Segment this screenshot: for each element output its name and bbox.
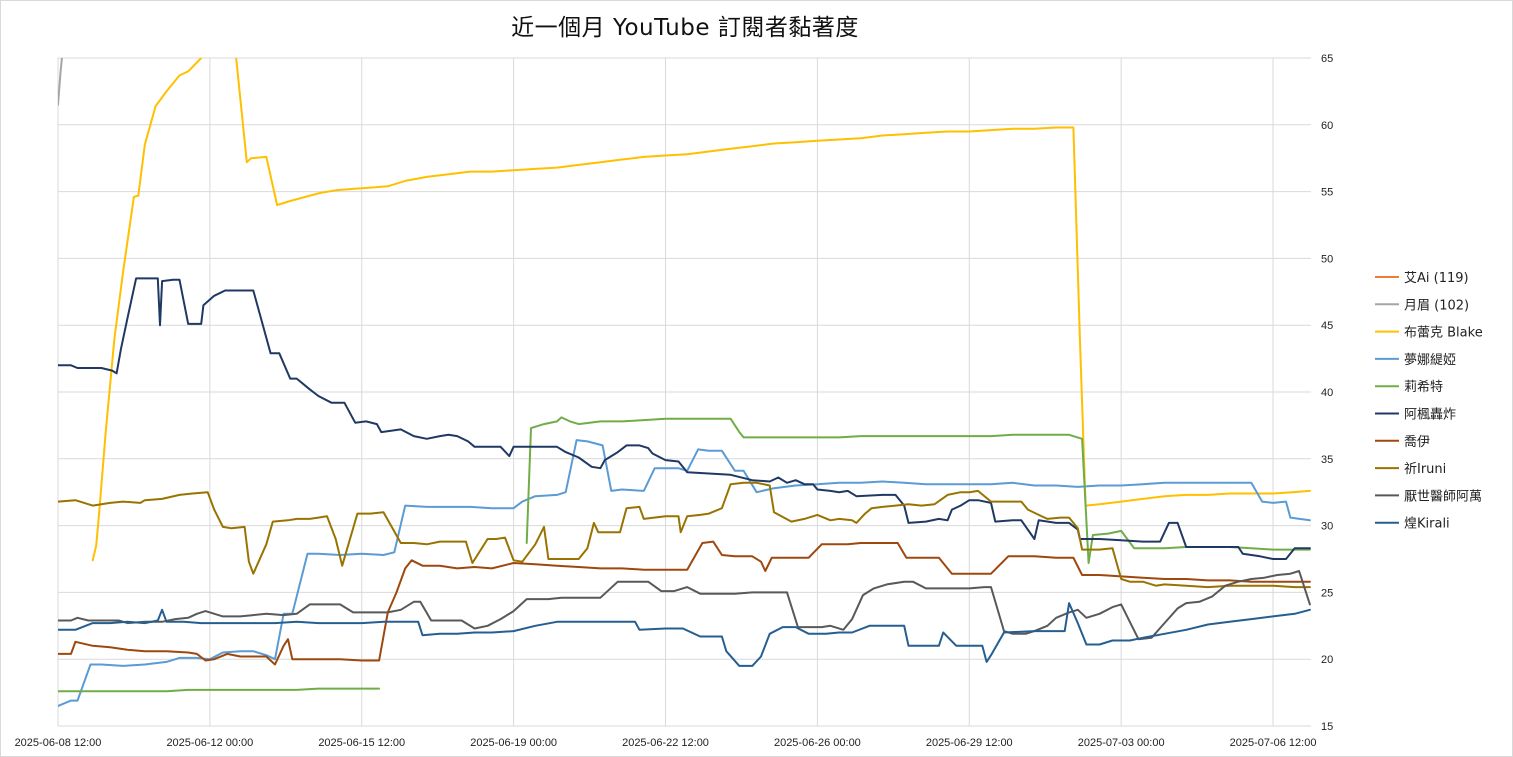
- legend-item: 莉希特: [1375, 380, 1443, 395]
- y-tick-label: 55: [1321, 187, 1333, 199]
- legend-item: 布蕾克 Blake: [1375, 326, 1483, 341]
- x-tick-label: 2025-06-15 12:00: [318, 737, 405, 749]
- x-tick-label: 2025-06-26 00:00: [774, 737, 861, 749]
- legend-label: 煌Kirali: [1404, 517, 1450, 532]
- x-tick-label: 2025-07-06 12:00: [1230, 737, 1317, 749]
- legend-item: 喬伊: [1375, 434, 1430, 450]
- legend-label: 阿楓轟炸: [1404, 407, 1456, 423]
- legend-item: 煌Kirali: [1375, 517, 1450, 532]
- x-tick-label: 2025-06-22 12:00: [622, 737, 709, 749]
- legend-label: 布蕾克 Blake: [1404, 326, 1483, 341]
- series-line-8: [58, 570, 1311, 641]
- legend-label: 夢娜緹婭: [1404, 353, 1456, 368]
- legend-label: 莉希特: [1404, 380, 1443, 395]
- axes: 15 20 25 30 35 40 45 50 55 60 65 2025-06-08 12:00 20…: [15, 53, 1334, 749]
- series-line-7: [58, 481, 1311, 589]
- series-line-4: [58, 416, 1311, 693]
- series-line-3: [58, 439, 1311, 707]
- legend: 艾Ai (119) 月眉 (102) 布蕾克 Blake 夢娜緹婭莉希特阿楓轟炸喬伊祈…: [1375, 271, 1483, 532]
- series-lines: [58, 58, 1311, 707]
- y-tick-label: 45: [1321, 320, 1333, 332]
- legend-label: 厭世醫師阿萬: [1404, 489, 1482, 504]
- series-line-9: [58, 602, 1311, 667]
- x-tick-label: 2025-07-03 00:00: [1078, 737, 1165, 749]
- y-tick-label: 25: [1321, 587, 1333, 599]
- y-tick-label: 30: [1321, 521, 1333, 533]
- legend-label: 艾Ai (119): [1404, 271, 1469, 286]
- series-line-2: [91, 58, 1311, 562]
- x-tick-label: 2025-06-12 00:00: [166, 737, 253, 749]
- y-tick-label: 60: [1321, 120, 1333, 132]
- legend-item: 阿楓轟炸: [1375, 407, 1456, 423]
- legend-item: 夢娜緹婭: [1375, 353, 1456, 368]
- series-line-6: [58, 540, 1311, 666]
- y-tick-label: 65: [1321, 53, 1333, 65]
- legend-label: 月眉 (102): [1404, 298, 1469, 313]
- y-tick-label: 35: [1321, 454, 1333, 466]
- grid-lines: [57, 57, 1311, 727]
- legend-label: 祈Iruni: [1404, 462, 1446, 477]
- y-tick-label: 20: [1321, 654, 1333, 666]
- series-line-5: [58, 277, 1311, 560]
- legend-item: 月眉 (102): [1375, 298, 1469, 313]
- chart-title: 近一個月 YouTube 訂閱者黏著度: [511, 15, 859, 41]
- legend-item: 艾Ai (119): [1375, 271, 1469, 286]
- y-tick-label: 50: [1321, 253, 1333, 265]
- series-line-1: [58, 58, 63, 106]
- x-tick-label: 2025-06-19 00:00: [470, 737, 557, 749]
- x-tick-label: 2025-06-08 12:00: [15, 737, 102, 749]
- y-tick-label: 40: [1321, 387, 1333, 399]
- x-tick-label: 2025-06-29 12:00: [926, 737, 1013, 749]
- legend-item: 厭世醫師阿萬: [1375, 489, 1482, 504]
- y-tick-label: 15: [1321, 721, 1333, 733]
- legend-label: 喬伊: [1404, 434, 1430, 450]
- legend-item: 祈Iruni: [1375, 462, 1446, 477]
